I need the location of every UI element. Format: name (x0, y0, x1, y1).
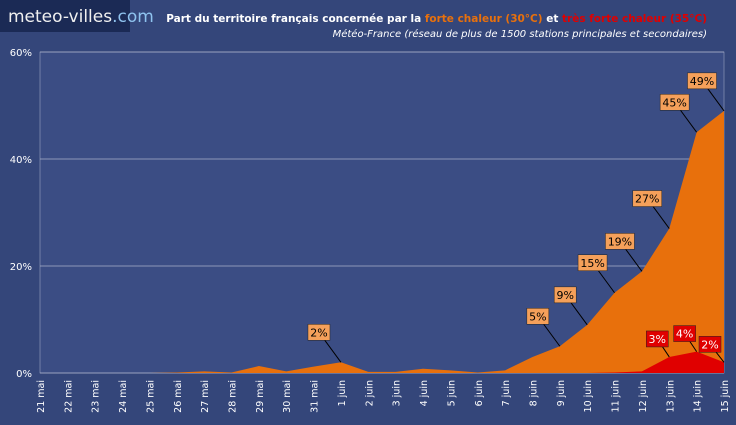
label-box (526, 308, 550, 325)
label-box (632, 190, 663, 207)
x-tick-label: 21 mai (36, 380, 47, 413)
x-tick-label: 23 mai (91, 380, 102, 413)
x-tick-label: 10 juin (583, 380, 594, 412)
title-series: très forte chaleur (35°C) (562, 13, 707, 25)
x-tick-label: 9 juin (556, 380, 567, 406)
logo-suffix: .com (112, 7, 154, 27)
label-box (687, 72, 717, 90)
label-box (605, 233, 635, 250)
x-tick-label: 6 juin (474, 380, 485, 406)
x-tick-label: 7 juin (501, 380, 512, 406)
y-tick-label: 60% (10, 48, 32, 59)
x-tick-label: 11 juin (611, 380, 622, 412)
x-tick-label: 4 juin (419, 380, 430, 406)
chart-subtitle: Météo-France (réseau de plus de 1500 sta… (333, 28, 707, 40)
data-label: 2% (701, 338, 718, 351)
label-box (698, 336, 722, 353)
label-box (577, 254, 608, 271)
x-tick-label: 5 juin (446, 380, 457, 406)
data-label: 4% (676, 328, 693, 341)
data-label: 2% (310, 326, 327, 339)
data-label: 5% (529, 310, 546, 323)
y-tick-label: 20% (10, 262, 32, 273)
x-tick-label: 22 mai (63, 380, 74, 413)
x-tick-label: 15 juin (720, 380, 731, 412)
title-part: Part du territoire français concernée pa… (166, 13, 421, 25)
label-box (673, 325, 696, 342)
x-tick-label: 31 mai (310, 380, 321, 413)
title-series: forte chaleur (30°C) (425, 13, 543, 25)
x-tick-label: 25 mai (145, 380, 156, 413)
data-label: 3% (649, 333, 666, 346)
x-tick-label: 2 juin (364, 380, 375, 406)
x-tick-label: 30 mai (282, 380, 293, 413)
data-label: 27% (635, 193, 659, 206)
x-tick-label: 12 juin (638, 380, 649, 412)
label-box (553, 286, 577, 304)
data-label: 49% (690, 75, 714, 88)
x-tick-label: 24 mai (118, 380, 129, 413)
y-tick-label: 40% (10, 155, 32, 166)
x-tick-label: 1 juin (337, 380, 348, 406)
data-label: 19% (608, 235, 632, 248)
logo-name: meteo-villes (8, 7, 112, 27)
logo: meteo-villes.com (8, 7, 154, 27)
x-tick-label: 27 mai (200, 380, 211, 413)
x-tick-label: 3 juin (392, 380, 403, 406)
x-tick-label: 13 juin (665, 380, 676, 412)
logo-box (0, 0, 130, 32)
label-box (307, 324, 331, 341)
x-tick-label: 26 mai (173, 380, 184, 413)
x-tick-label: 8 juin (528, 380, 539, 406)
label-box (659, 94, 690, 111)
label-box (646, 330, 669, 348)
chart-title: Part du territoire français concernée pa… (166, 13, 707, 25)
data-label: 45% (662, 96, 686, 109)
title-part: et (546, 13, 558, 25)
area (40, 351, 724, 373)
x-tick-label: 28 mai (228, 380, 239, 413)
y-tick-label: 0% (16, 369, 32, 380)
data-label: 9% (556, 289, 573, 302)
x-tick-label: 14 juin (693, 380, 704, 412)
data-label: 15% (580, 257, 604, 270)
x-tick-label: 29 mai (255, 380, 266, 413)
